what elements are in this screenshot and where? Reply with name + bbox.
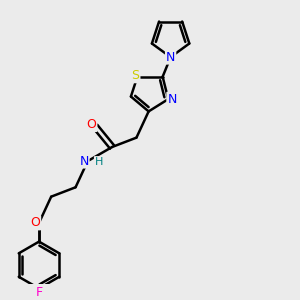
Text: N: N (167, 93, 177, 106)
Text: O: O (30, 216, 40, 230)
Text: H: H (95, 157, 103, 167)
Text: N: N (166, 51, 175, 64)
Text: F: F (35, 286, 43, 299)
Text: S: S (131, 69, 140, 82)
Text: O: O (86, 118, 96, 131)
Text: N: N (79, 154, 89, 168)
